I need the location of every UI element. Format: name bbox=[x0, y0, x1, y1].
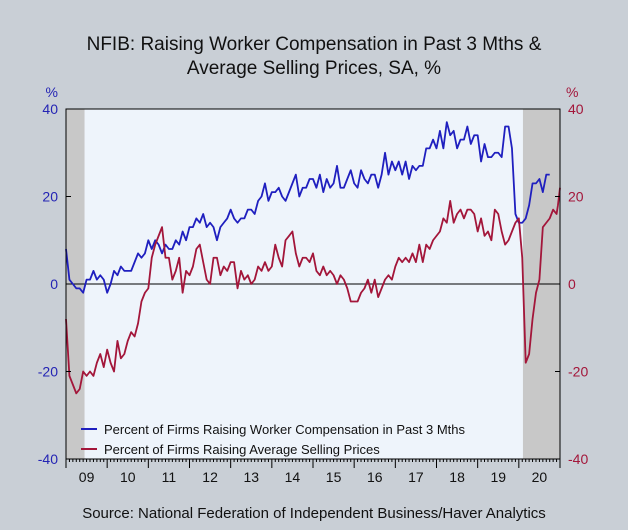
left-axis-tick-label: 20 bbox=[42, 189, 58, 205]
x-tick-label: 15 bbox=[326, 469, 342, 485]
left-axis-tick-label: -20 bbox=[38, 364, 58, 380]
right-axis-tick-label: -20 bbox=[568, 364, 588, 380]
x-tick-label: 14 bbox=[285, 469, 301, 485]
series-line-1 bbox=[65, 121, 550, 294]
legend-label-1: Percent of Firms Raising Worker Compensa… bbox=[104, 422, 466, 437]
x-tick-label: 11 bbox=[162, 469, 177, 485]
right-axis-tick-label: 0 bbox=[568, 276, 576, 292]
x-tick-label: 10 bbox=[120, 469, 136, 485]
x-tick-label: 09 bbox=[79, 469, 95, 485]
right-axis-tick-label: 20 bbox=[568, 189, 584, 205]
left-axis-tick-label: -40 bbox=[38, 451, 58, 467]
x-tick-label: 18 bbox=[449, 469, 465, 485]
right-axis-tick-label: -40 bbox=[568, 451, 588, 467]
source-note: Source: National Federation of Independe… bbox=[82, 505, 546, 522]
x-tick-label: 13 bbox=[243, 469, 259, 485]
x-tick-label: 17 bbox=[408, 469, 424, 485]
chart-title-line1: NFIB: Raising Worker Compensation in Pas… bbox=[86, 34, 542, 55]
legend-label-2: Percent of Firms Raising Average Selling… bbox=[104, 442, 380, 457]
x-tick-label: 16 bbox=[367, 469, 383, 485]
x-tick-label: 20 bbox=[532, 469, 548, 485]
series-line-2 bbox=[65, 187, 561, 395]
right-axis-tick-label: 40 bbox=[568, 101, 584, 117]
x-tick-label: 19 bbox=[490, 469, 506, 485]
x-tick-label: 12 bbox=[202, 469, 218, 485]
left-axis-tick-label: 0 bbox=[50, 276, 58, 292]
left-axis-unit: % bbox=[46, 84, 58, 100]
right-axis-unit: % bbox=[566, 84, 578, 100]
chart-title-line2: Average Selling Prices, SA, % bbox=[186, 58, 442, 79]
left-axis-tick-label: 40 bbox=[42, 101, 58, 117]
